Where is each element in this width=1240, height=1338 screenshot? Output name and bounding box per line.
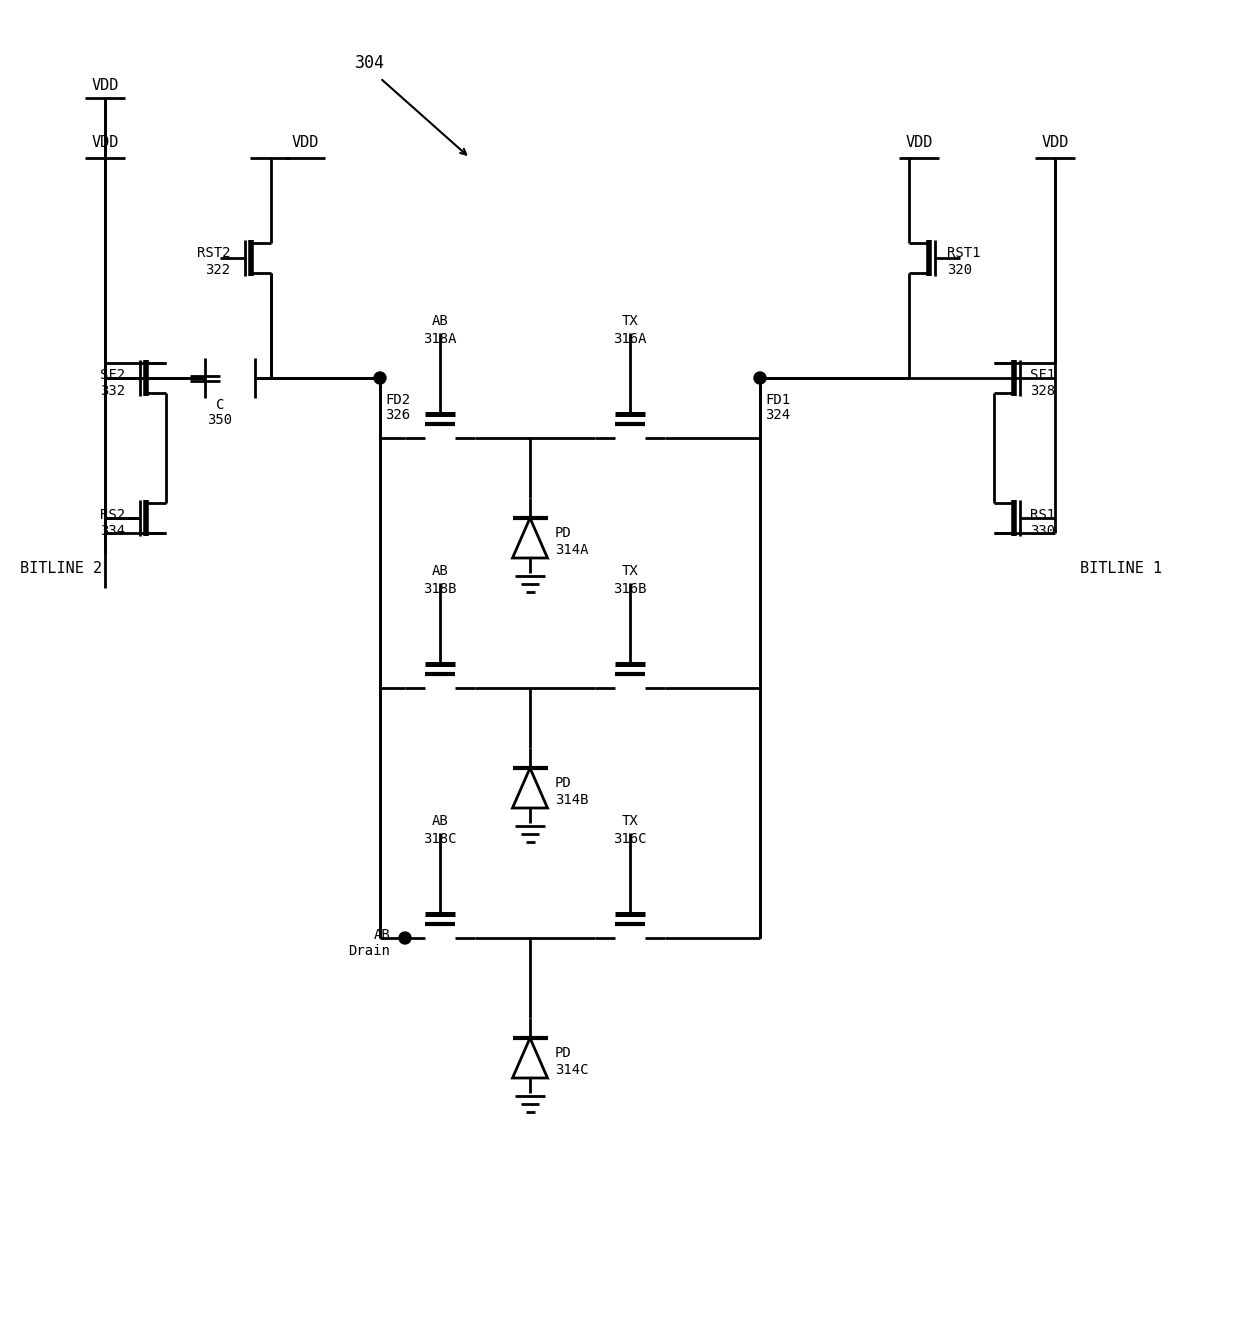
Text: 320: 320 — [947, 264, 972, 277]
Text: 322: 322 — [205, 264, 229, 277]
Text: VDD: VDD — [92, 135, 119, 150]
Text: 314C: 314C — [556, 1062, 589, 1077]
Circle shape — [374, 372, 386, 384]
Text: AB
Drain: AB Drain — [348, 927, 391, 958]
Text: SF2: SF2 — [100, 368, 125, 383]
Text: 328: 328 — [1030, 384, 1055, 397]
Text: TX: TX — [621, 314, 639, 328]
Text: 304: 304 — [355, 54, 384, 72]
Text: 316C: 316C — [614, 832, 647, 846]
Text: VDD: VDD — [291, 135, 319, 150]
Circle shape — [399, 933, 410, 945]
Text: 316A: 316A — [614, 332, 647, 347]
Text: AB: AB — [432, 314, 449, 328]
Text: VDD: VDD — [1042, 135, 1069, 150]
Circle shape — [754, 372, 766, 384]
Text: FD2: FD2 — [384, 393, 410, 407]
Text: 330: 330 — [1030, 524, 1055, 538]
Text: PD: PD — [556, 776, 572, 789]
Text: 350: 350 — [207, 413, 233, 427]
Text: 314B: 314B — [556, 793, 589, 807]
Text: AB: AB — [432, 565, 449, 578]
Text: RS2: RS2 — [100, 508, 125, 522]
Text: 318B: 318B — [423, 582, 456, 595]
Text: 332: 332 — [100, 384, 125, 397]
Text: 318C: 318C — [423, 832, 456, 846]
Text: 318A: 318A — [423, 332, 456, 347]
Text: RST2: RST2 — [196, 246, 229, 260]
Text: PD: PD — [556, 1046, 572, 1060]
Text: VDD: VDD — [905, 135, 932, 150]
Text: RST1: RST1 — [947, 246, 981, 260]
Text: 326: 326 — [384, 408, 410, 421]
Text: 324: 324 — [765, 408, 790, 421]
Text: SF1: SF1 — [1030, 368, 1055, 383]
Text: AB: AB — [432, 814, 449, 828]
Text: TX: TX — [621, 814, 639, 828]
Text: 314A: 314A — [556, 543, 589, 557]
Text: 316B: 316B — [614, 582, 647, 595]
Text: RS1: RS1 — [1030, 508, 1055, 522]
Text: BITLINE 1: BITLINE 1 — [1080, 561, 1162, 575]
Text: TX: TX — [621, 565, 639, 578]
Text: BITLINE 2: BITLINE 2 — [20, 561, 102, 575]
Text: FD1: FD1 — [765, 393, 790, 407]
Text: VDD: VDD — [92, 78, 119, 94]
Text: PD: PD — [556, 526, 572, 541]
Text: C: C — [216, 397, 224, 412]
Text: 334: 334 — [100, 524, 125, 538]
